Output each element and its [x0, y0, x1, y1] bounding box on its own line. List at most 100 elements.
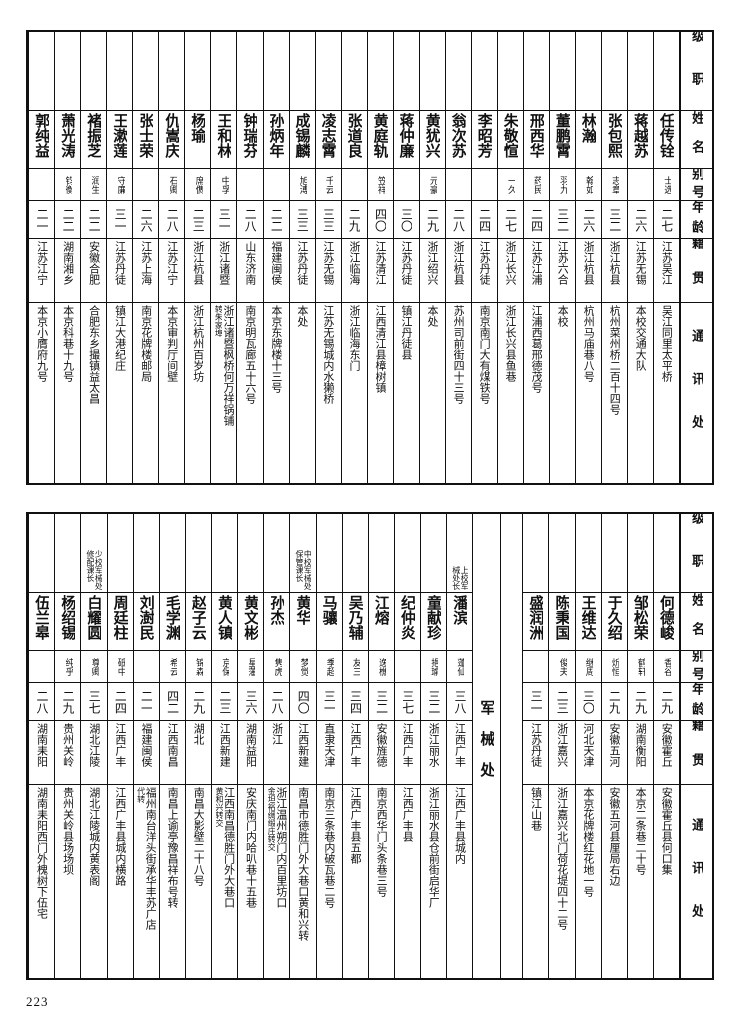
- cell-name: 毛学渊: [159, 592, 185, 650]
- cell-rank: [160, 514, 185, 592]
- cell-native-place: 浙江杭县: [601, 238, 627, 302]
- cell-native-place: 江西广丰: [394, 720, 420, 784]
- person-column: 萧光涛 钧衡 二二 湖南湘乡 本京科巷十九号: [54, 32, 81, 483]
- cell-address: 浙江诸暨枫桥何万祥锅铺 转朱家埠: [211, 302, 237, 483]
- cell-age: 二二: [81, 200, 107, 238]
- cell-native-place: 江西新建: [212, 720, 238, 784]
- cell-alias: 季超: [316, 650, 342, 682]
- cell-age: 二八: [159, 200, 185, 238]
- cell-age: 二四: [107, 682, 133, 720]
- person-column: 凌志霄 千云 三三 江苏无锡 江苏无锡城内水獭桥: [314, 32, 341, 483]
- cell-native-place: 浙江临海: [341, 238, 367, 302]
- cell-rank: [549, 514, 574, 592]
- cell-name: 杨瑜: [185, 110, 211, 168]
- cell-native-place: 江苏清江: [367, 238, 393, 302]
- cell-native-place: 福建闽侯: [133, 720, 159, 784]
- cell-address: 本处: [289, 302, 315, 483]
- cell-name: 潘滨: [447, 592, 473, 650]
- cell-age: 二三: [185, 200, 211, 238]
- cell-alias: 炘恒: [601, 650, 627, 682]
- cell-rank: [576, 32, 601, 110]
- cell-alias: 鹤轩: [627, 650, 653, 682]
- cell-native-place: 河北天津: [575, 720, 601, 784]
- cell-rank: [133, 32, 158, 110]
- cell-native-place: 浙江杭县: [185, 238, 211, 302]
- cell-alias: 志章: [601, 168, 627, 200]
- blank-column: [500, 514, 522, 978]
- cell-age: 二九: [341, 200, 367, 238]
- cell-address: 江苏无锡城内水獭桥: [315, 302, 341, 483]
- cell-address: 本京二条巷二十号: [627, 784, 653, 978]
- cell-address: 本校: [549, 302, 575, 483]
- person-column: 黄犹兴 元豪 二九 浙江绍兴 本处: [418, 32, 445, 483]
- cell-age: 三一: [523, 682, 549, 720]
- person-column: 黄文彬 星藩 三六 湖南益阳 安庆南门内哈叭巷十五巷: [237, 514, 264, 978]
- cell-age: 二六: [133, 200, 159, 238]
- cell-name: 纪仲炎: [394, 592, 420, 650]
- cell-age: 三四: [342, 682, 368, 720]
- cell-alias: [133, 650, 159, 682]
- person-column: 张包熙 志章 三二 浙江杭县 杭州菜州桥二百十四号: [600, 32, 627, 483]
- person-column: 翁次苏 二八 浙江杭县 苏州司前街四十三号: [444, 32, 471, 483]
- cell-native-place: 浙江: [264, 720, 290, 784]
- person-column: 陈秉国 俊夫 二三 浙江嘉兴 浙江嘉兴北门荷花堤四十二号: [548, 514, 575, 978]
- cell-age: 二二: [55, 200, 81, 238]
- cell-native-place: 直隶天津: [316, 720, 342, 784]
- person-column: 孙杰 隽虎 二八 浙江 浙江温州朔门内百里坊口 金坦裕绸缎庄转交: [263, 514, 290, 978]
- cell-native-place: 安徽合肥: [81, 238, 107, 302]
- cell-native-place: 贵州关岭: [55, 720, 81, 784]
- cell-alias: [237, 168, 263, 200]
- cell-age: 二六: [575, 200, 601, 238]
- cell-alias: [133, 168, 159, 200]
- cell-alias: [627, 168, 653, 200]
- cell-alias: [393, 168, 419, 200]
- cell-age: 二九: [601, 682, 627, 720]
- cell-name: 翁次苏: [445, 110, 471, 168]
- header-native-place: 籍贯: [681, 720, 712, 784]
- cell-address: 南京西华门头条巷三号: [368, 784, 394, 978]
- cell-name: 凌志霄: [315, 110, 341, 168]
- cell-rank: [264, 32, 289, 110]
- cell-alias: 继周: [575, 650, 601, 682]
- cell-rank: [238, 514, 263, 592]
- cell-address: 湖北江陵城内黄表阁: [81, 784, 107, 978]
- cell-name: 陈秉国: [549, 592, 575, 650]
- cell-age: 三三: [289, 200, 315, 238]
- cell-name: 黄人镇: [212, 592, 238, 650]
- cell-alias: [523, 650, 549, 682]
- cell-native-place: 江苏丹徒: [289, 238, 315, 302]
- person-column: 蒋越苏 二六 江苏无锡 本校交通大队: [626, 32, 653, 483]
- cell-age: 三一: [316, 682, 342, 720]
- cell-rank: [343, 514, 368, 592]
- cell-age: 三一: [211, 200, 237, 238]
- cell-name: 郭纯益: [29, 110, 55, 168]
- cell-address: 镇江丹徒县: [393, 302, 419, 483]
- header-age: 年龄: [681, 682, 712, 720]
- cell-native-place: 江西广丰: [107, 720, 133, 784]
- cell-alias: 蓬仙: [447, 650, 473, 682]
- cell-native-place: 江苏上海: [133, 238, 159, 302]
- person-column: 刘澍民 二一 福建闽侯 福州南台洋头街承华丰苏广店 代转: [132, 514, 159, 978]
- cell-alias: [29, 168, 55, 200]
- cell-age: 二九: [653, 682, 679, 720]
- cell-address: 安庆南门内哈叭巷十五巷: [238, 784, 264, 978]
- cell-native-place: 安徽霍丘: [653, 720, 679, 784]
- cell-rank: [107, 32, 132, 110]
- cell-rank: [212, 514, 237, 592]
- cell-name: 杨绍锡: [55, 592, 81, 650]
- cell-name: 褚振芝: [81, 110, 107, 168]
- person-column: 王维达 继周 三〇 河北天津 本京花牌楼红花地一号: [574, 514, 601, 978]
- cell-address: 浙江嘉兴北门荷花堤四十二号: [549, 784, 575, 978]
- cell-alias: 希云: [159, 650, 185, 682]
- cell-address: 贵州关岭县场场坝: [55, 784, 81, 978]
- person-column: 中校军械处 保管课长 黄华 梦觉 四〇 江西新建 南昌市德胜门外大巷口黄和兴转: [289, 514, 316, 978]
- cell-address: 南京花牌楼邮局: [133, 302, 159, 483]
- cell-native-place: 浙江诸暨: [211, 238, 237, 302]
- person-column: 上校军 械处长 潘滨 蓬仙 三八 江西广丰 江西广丰县城内: [446, 514, 473, 978]
- cell-rank: [342, 32, 367, 110]
- cell-rank: [55, 32, 80, 110]
- cell-native-place: 安徽五河: [601, 720, 627, 784]
- cell-native-place: 福建闽侯: [263, 238, 289, 302]
- cell-rank: [421, 514, 446, 592]
